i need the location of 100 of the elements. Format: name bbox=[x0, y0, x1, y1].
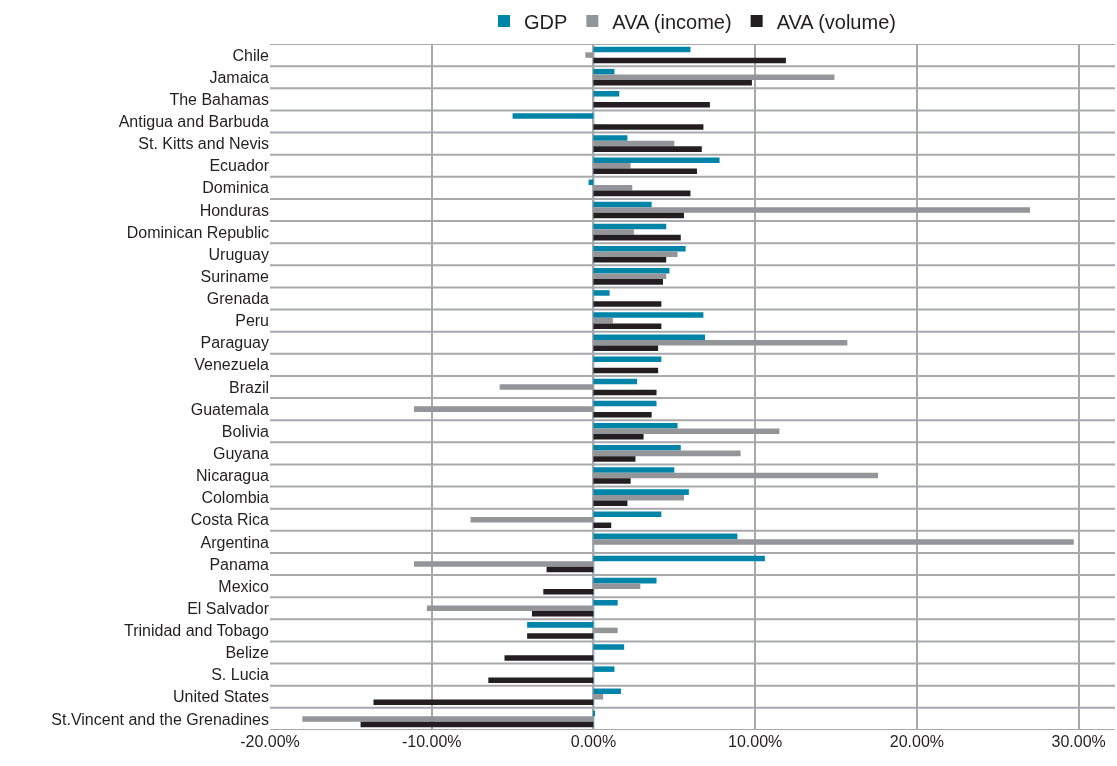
bar bbox=[593, 190, 691, 197]
bar bbox=[593, 400, 657, 407]
bar bbox=[593, 500, 628, 506]
bar bbox=[593, 339, 848, 346]
bar bbox=[593, 312, 704, 318]
bar bbox=[593, 644, 625, 650]
bar bbox=[593, 467, 675, 473]
bar bbox=[470, 517, 594, 523]
y-tick-label: Antigua and Barbuda bbox=[118, 113, 270, 131]
bar bbox=[593, 411, 652, 418]
bar bbox=[593, 434, 644, 440]
bar bbox=[531, 611, 594, 617]
bar bbox=[543, 588, 594, 595]
bar bbox=[593, 146, 702, 152]
bar bbox=[593, 627, 618, 634]
bar bbox=[373, 699, 594, 706]
y-tick-label: Costa Rica bbox=[190, 511, 270, 529]
bar bbox=[360, 721, 594, 728]
legend-label: GDP bbox=[524, 10, 568, 33]
bar bbox=[593, 301, 662, 307]
y-tick-label: Venezuela bbox=[194, 356, 270, 374]
bar bbox=[499, 384, 594, 390]
x-tick-label: 10.00% bbox=[728, 733, 783, 750]
bar bbox=[593, 494, 685, 501]
bar bbox=[593, 157, 720, 163]
bar bbox=[593, 378, 638, 385]
bar bbox=[426, 605, 594, 612]
y-tick-label: Dominican Republic bbox=[126, 223, 269, 241]
bar bbox=[593, 694, 604, 700]
bar bbox=[593, 57, 786, 64]
bar bbox=[593, 124, 704, 130]
bar bbox=[593, 450, 741, 457]
y-tick-label: Guyana bbox=[212, 444, 270, 462]
y-tick-label: Chile bbox=[232, 46, 270, 64]
bar bbox=[593, 555, 765, 562]
bar bbox=[593, 102, 710, 108]
bar bbox=[593, 445, 681, 451]
bar bbox=[593, 577, 657, 584]
bar bbox=[413, 561, 594, 567]
y-tick-label: Panama bbox=[209, 555, 270, 573]
bar bbox=[593, 489, 689, 495]
bar bbox=[585, 52, 594, 58]
bar bbox=[593, 207, 1031, 213]
bar bbox=[527, 622, 594, 628]
bar bbox=[593, 428, 780, 435]
bar bbox=[593, 256, 667, 263]
bar bbox=[593, 472, 879, 479]
bar bbox=[593, 666, 615, 672]
x-tick-label: -10.00% bbox=[401, 733, 462, 750]
bar bbox=[593, 599, 618, 606]
y-tick-label: Bolivia bbox=[221, 422, 270, 440]
bar bbox=[593, 201, 652, 208]
bar bbox=[488, 677, 594, 683]
bar bbox=[593, 251, 678, 257]
y-tick-label: Peru bbox=[235, 312, 269, 330]
bar bbox=[593, 389, 657, 396]
y-tick-label: Dominica bbox=[202, 179, 270, 197]
y-tick-label: Mexico bbox=[218, 577, 270, 595]
bar bbox=[593, 46, 691, 53]
bar bbox=[593, 290, 610, 296]
bar bbox=[593, 688, 621, 695]
bar bbox=[593, 533, 738, 540]
y-tick-label: Paraguay bbox=[200, 334, 269, 352]
bar bbox=[593, 245, 686, 252]
y-tick-label: Grenada bbox=[206, 290, 270, 308]
bar bbox=[593, 367, 659, 374]
y-tick-label: Argentina bbox=[200, 533, 270, 551]
y-tick-label: The Bahamas bbox=[169, 90, 269, 108]
x-tick-label: 0.00% bbox=[570, 733, 617, 750]
legend-label: AVA (volume) bbox=[776, 10, 896, 33]
y-tick-label: Honduras bbox=[199, 201, 269, 219]
bar bbox=[413, 406, 594, 412]
bar bbox=[593, 539, 1074, 545]
bar bbox=[593, 345, 659, 352]
bar bbox=[593, 478, 631, 484]
bar bbox=[593, 79, 752, 86]
bar bbox=[593, 422, 678, 429]
y-tick-label: United States bbox=[172, 688, 269, 706]
bar bbox=[593, 91, 620, 97]
y-tick-label: St.Vincent and the Grenadines bbox=[51, 710, 269, 728]
bar bbox=[593, 268, 670, 274]
bar bbox=[593, 273, 667, 280]
y-tick-label: Belize bbox=[225, 644, 270, 662]
bar bbox=[593, 229, 634, 235]
y-tick-label: Nicaragua bbox=[196, 467, 270, 485]
y-tick-label: Jamaica bbox=[209, 68, 270, 86]
bar bbox=[593, 140, 675, 147]
x-tick-label: -20.00% bbox=[240, 733, 300, 750]
bar bbox=[593, 356, 662, 363]
bar bbox=[593, 234, 681, 241]
bar bbox=[593, 522, 612, 529]
bar bbox=[593, 334, 706, 340]
bar bbox=[593, 279, 663, 285]
y-tick-label: El Salvador bbox=[187, 599, 270, 617]
bar bbox=[593, 456, 636, 462]
bar bbox=[593, 710, 596, 717]
bar bbox=[593, 168, 697, 175]
bar bbox=[593, 212, 685, 219]
y-tick-label: Ecuador bbox=[209, 157, 270, 175]
bar bbox=[593, 162, 631, 169]
